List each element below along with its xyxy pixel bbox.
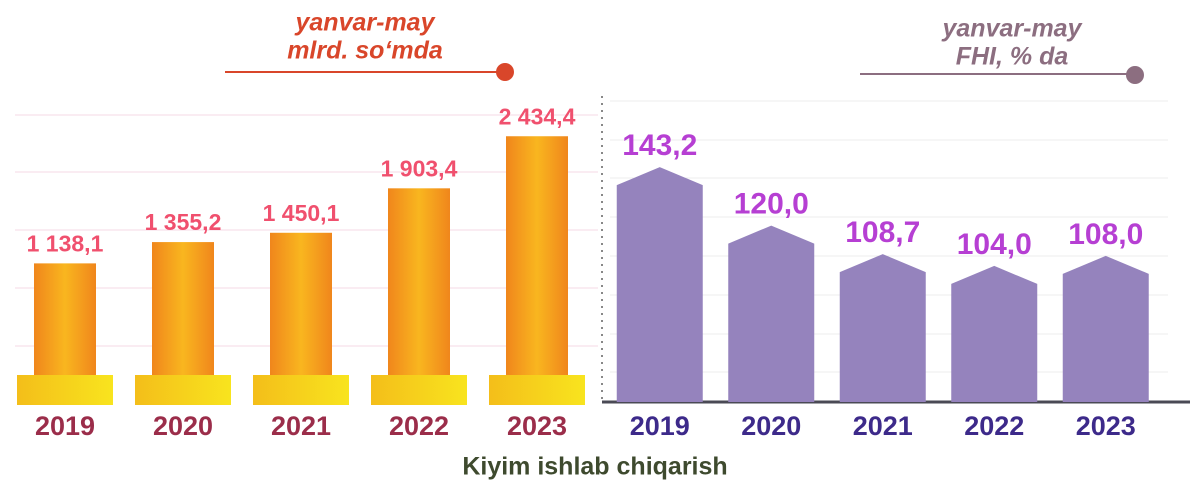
bar <box>506 136 568 406</box>
x-tick-label: 2023 <box>507 411 567 441</box>
bar <box>728 225 815 402</box>
value-label: 120,0 <box>734 188 809 221</box>
bar-base <box>253 375 349 405</box>
subtitle-dot <box>496 63 514 81</box>
x-tick-label: 2019 <box>630 411 690 441</box>
value-label: 108,7 <box>845 216 920 249</box>
bar-base <box>371 375 467 405</box>
subtitle: yanvar-may <box>941 15 1083 43</box>
subtitle-dot <box>1126 66 1144 84</box>
value-label: 108,0 <box>1068 218 1143 251</box>
subtitle: FHI, % da <box>956 43 1069 71</box>
x-tick-label: 2022 <box>964 411 1024 441</box>
value-label: 1 138,1 <box>27 230 104 256</box>
subtitle: yanvar-may <box>294 9 436 37</box>
bar-base <box>489 375 585 405</box>
bar <box>839 254 926 402</box>
value-label: 104,0 <box>957 228 1032 261</box>
value-label: 1 903,4 <box>381 155 458 181</box>
subtitle: mlrd. so‘mda <box>287 37 443 65</box>
bar-base <box>135 375 231 405</box>
x-tick-label: 2021 <box>271 411 331 441</box>
x-tick-label: 2020 <box>741 411 801 441</box>
x-tick-label: 2023 <box>1076 411 1136 441</box>
value-label: 2 434,4 <box>499 103 576 129</box>
bar <box>616 167 703 402</box>
x-tick-label: 2021 <box>853 411 913 441</box>
footer-title: Kiyim ishlab chiqarish <box>462 453 727 481</box>
x-tick-label: 2020 <box>153 411 213 441</box>
bar <box>1062 255 1149 402</box>
x-tick-label: 2019 <box>35 411 95 441</box>
bar <box>388 188 450 405</box>
value-label: 1 355,2 <box>145 209 222 235</box>
value-label: 143,2 <box>622 129 697 162</box>
bar <box>951 265 1038 402</box>
x-tick-label: 2022 <box>389 411 449 441</box>
bar-base <box>17 375 113 405</box>
value-label: 1 450,1 <box>263 200 340 226</box>
